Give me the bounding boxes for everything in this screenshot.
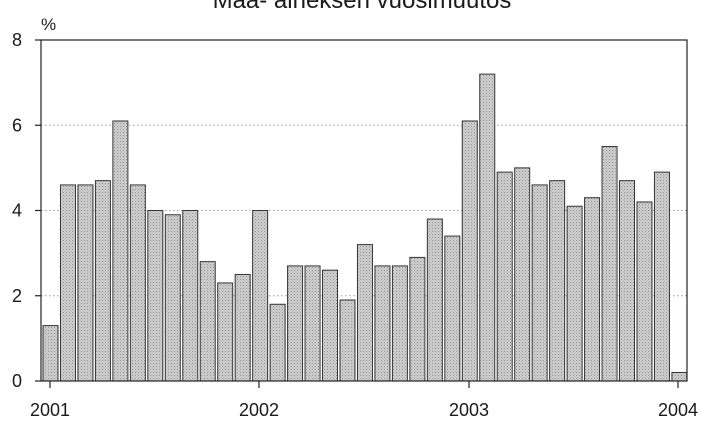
bar bbox=[496, 171, 513, 382]
bar bbox=[584, 197, 601, 382]
bar bbox=[391, 265, 408, 382]
bar bbox=[304, 265, 321, 382]
bar bbox=[252, 210, 269, 382]
bar bbox=[531, 184, 548, 382]
bar bbox=[461, 120, 478, 382]
bar bbox=[549, 180, 566, 382]
bar bbox=[287, 265, 304, 382]
bar bbox=[129, 184, 146, 382]
bar bbox=[636, 201, 653, 382]
chart-title: Maa- aineksen vuosimuutos bbox=[213, 0, 512, 14]
bar bbox=[182, 210, 199, 382]
y-axis: 0 2 4 6 8 bbox=[12, 30, 41, 391]
x-tick-label: 2004 bbox=[658, 400, 698, 420]
bar bbox=[601, 146, 618, 382]
bar bbox=[77, 184, 94, 382]
bar bbox=[147, 210, 164, 382]
bar bbox=[426, 218, 443, 382]
y-tick-label: 0 bbox=[12, 371, 22, 391]
x-tick-label: 2001 bbox=[30, 400, 70, 420]
bar bbox=[234, 273, 251, 382]
bar bbox=[112, 120, 129, 382]
bar bbox=[653, 171, 670, 382]
x-axis: 2001 2002 2003 2004 bbox=[30, 381, 698, 420]
bar bbox=[356, 244, 373, 382]
bar bbox=[269, 303, 286, 382]
y-tick-label: 4 bbox=[12, 201, 22, 221]
bar bbox=[322, 269, 339, 382]
bar bbox=[217, 282, 234, 382]
bar bbox=[671, 371, 688, 382]
x-tick-label: 2003 bbox=[449, 400, 489, 420]
y-axis-unit-label: % bbox=[41, 15, 56, 34]
bar bbox=[619, 180, 636, 382]
bar bbox=[59, 184, 76, 382]
bar bbox=[42, 325, 59, 382]
bar bbox=[444, 235, 461, 382]
bar bbox=[339, 299, 356, 382]
y-tick-label: 6 bbox=[12, 115, 22, 135]
bar-series bbox=[42, 73, 688, 382]
bar bbox=[514, 167, 531, 382]
bar bbox=[94, 180, 111, 382]
bar bbox=[566, 205, 583, 382]
bar bbox=[164, 214, 181, 382]
bar bbox=[374, 265, 391, 382]
y-tick-label: 2 bbox=[12, 286, 22, 306]
y-tick-label: 8 bbox=[12, 30, 22, 50]
x-tick-label: 2002 bbox=[239, 400, 279, 420]
bar bbox=[479, 73, 496, 382]
bar bbox=[409, 256, 426, 382]
bar bbox=[199, 261, 216, 382]
